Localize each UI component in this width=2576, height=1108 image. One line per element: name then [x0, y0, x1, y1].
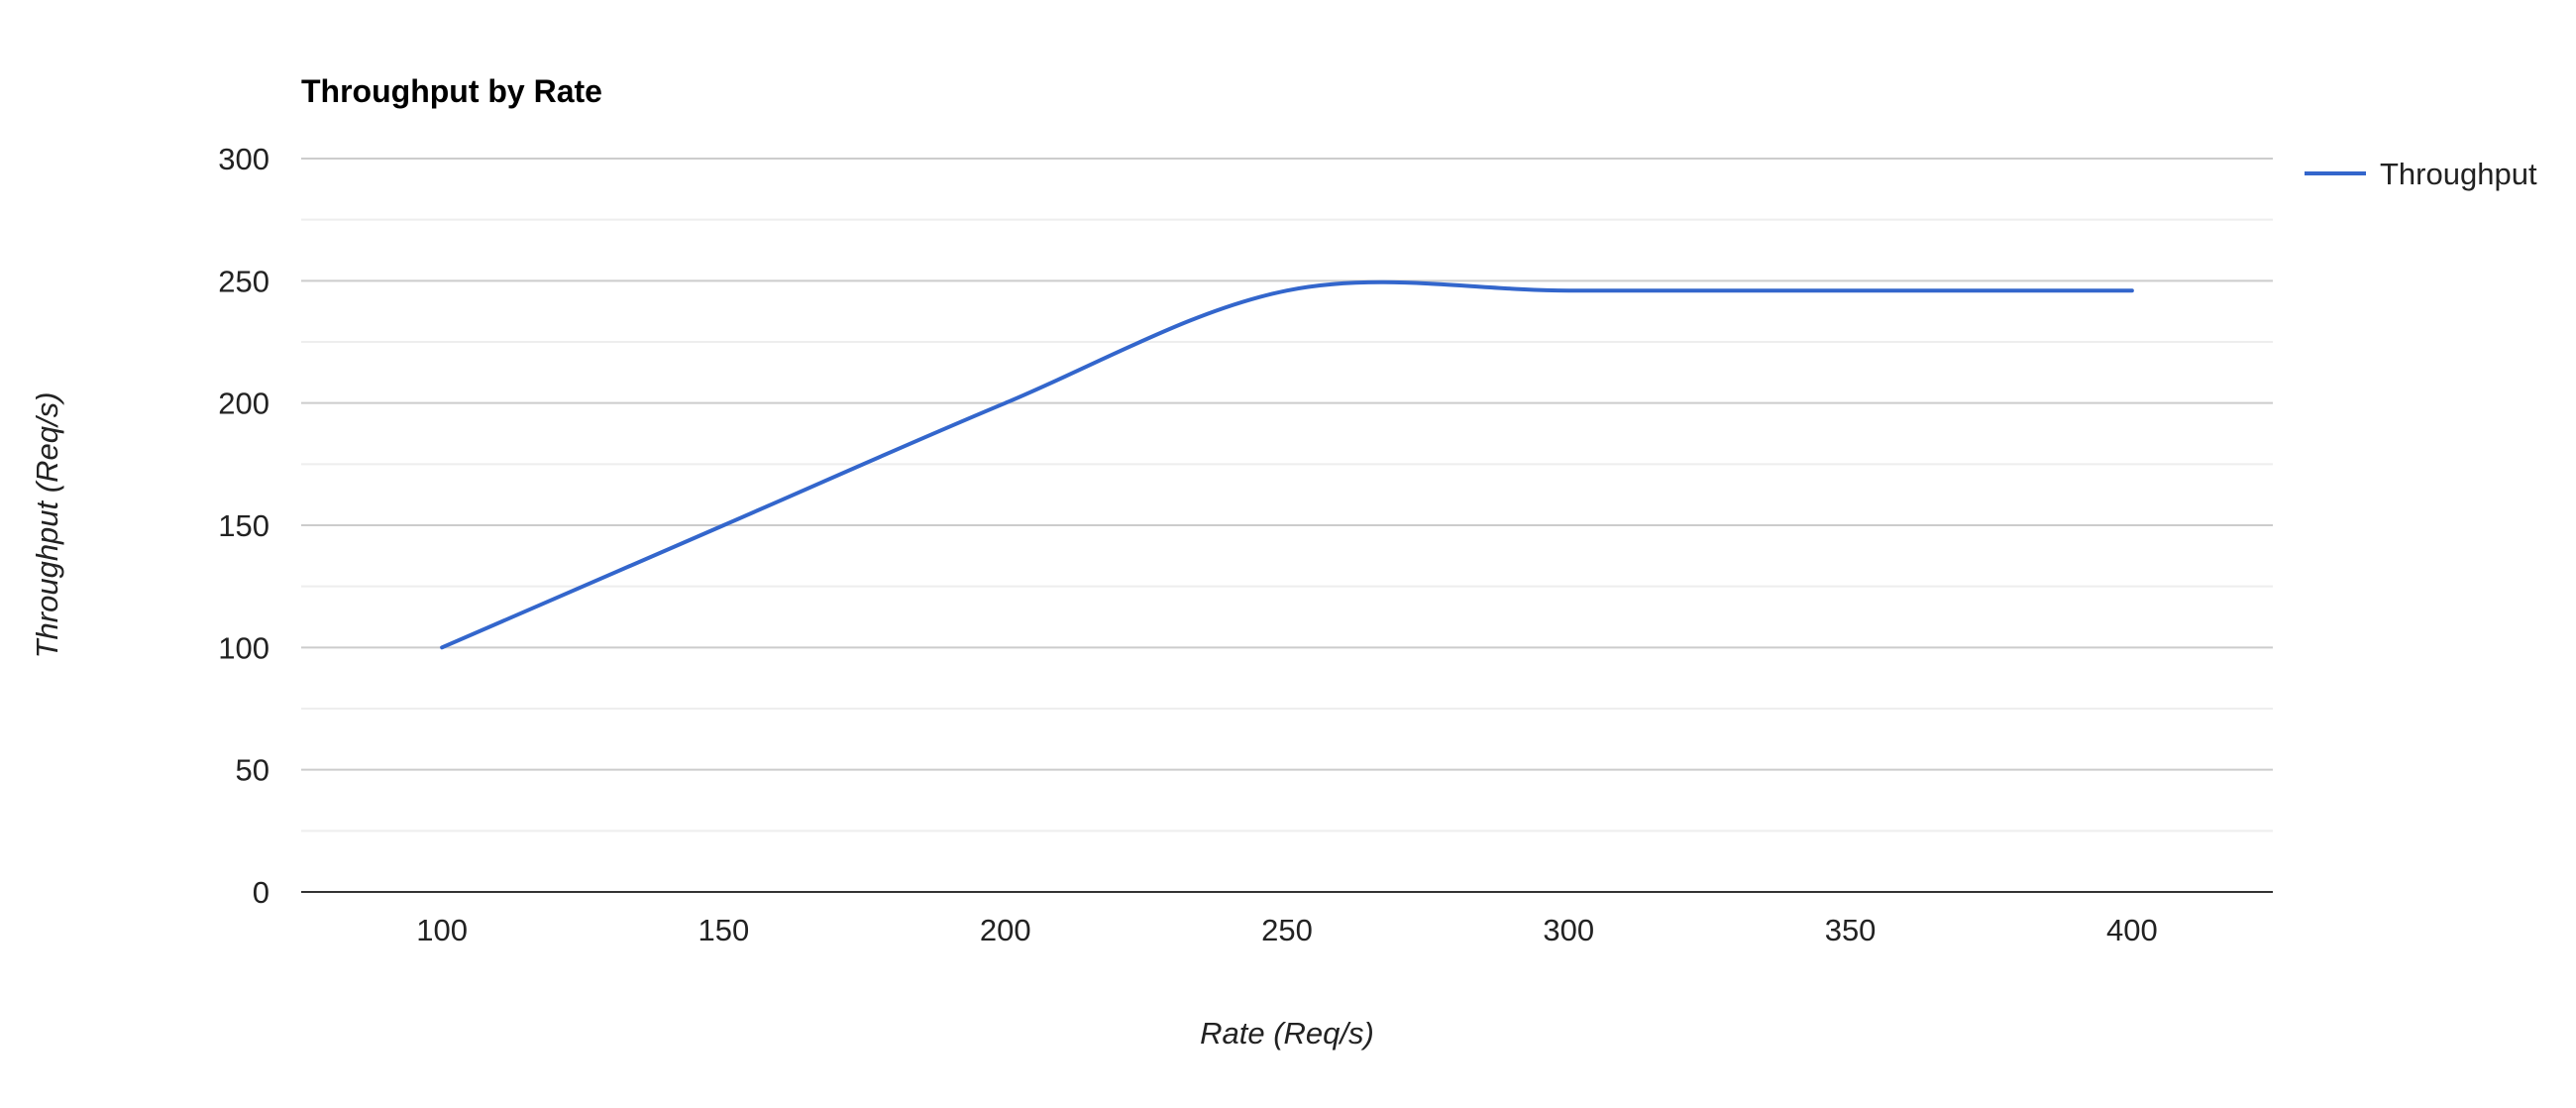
y-tick-label: 100	[218, 630, 269, 665]
axis-layer: 0 50 100 150 200 250 300 100 150 200 250 300 350 400	[218, 142, 2273, 947]
x-tick-label: 300	[1543, 913, 1594, 947]
y-axis-title: Throughput (Req/s)	[30, 392, 64, 659]
x-tick-label: 150	[698, 913, 750, 947]
x-axis-title: Rate (Req/s)	[1200, 1016, 1374, 1051]
x-tick-label: 400	[2106, 913, 2158, 947]
y-tick-label: 200	[218, 387, 269, 421]
x-tick-label: 100	[416, 913, 468, 947]
label-layer: Throughput by Rate Rate (Req/s) Throughp…	[30, 73, 1374, 1051]
legend-label-throughput: Throughput	[2380, 157, 2537, 191]
x-tick-label: 350	[1825, 913, 1877, 947]
y-tick-label: 150	[218, 508, 269, 543]
y-tick-label: 0	[253, 875, 269, 910]
x-tick-label: 250	[1261, 913, 1313, 947]
y-tick-label: 300	[218, 142, 269, 176]
x-tick-label: 200	[980, 913, 1031, 947]
chart-title: Throughput by Rate	[301, 73, 602, 109]
series-line-throughput	[440, 279, 2134, 650]
grid-layer	[301, 158, 2273, 832]
series-layer	[440, 279, 2134, 650]
y-tick-label: 250	[218, 264, 269, 298]
legend: Throughput	[2305, 157, 2537, 191]
y-tick-label: 50	[236, 753, 269, 788]
